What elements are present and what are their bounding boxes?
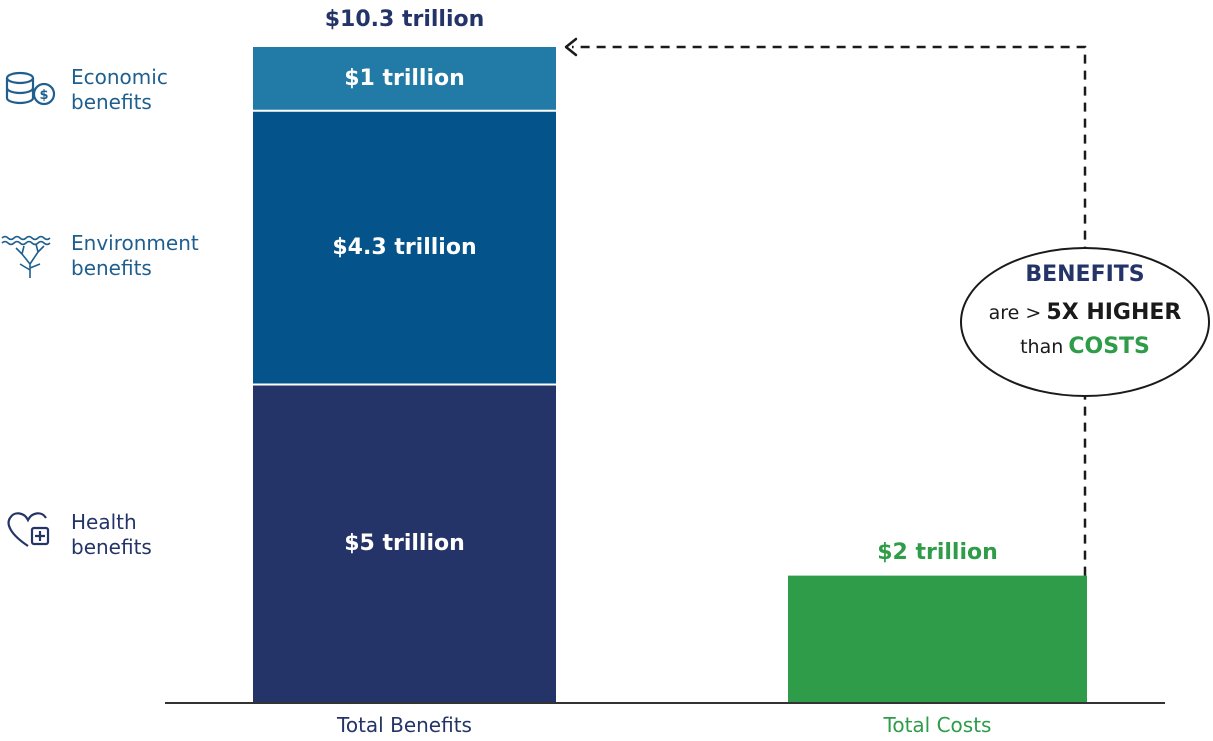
legend-health: Health benefits [71, 510, 152, 560]
bar-segment-economic-benefits [253, 47, 556, 111]
coral-icon [1, 235, 51, 278]
money-icon: $ [5, 71, 56, 106]
bar-segment-total-costs [788, 575, 1087, 703]
bar-segment-environment-benefits [253, 110, 556, 385]
bars-group [253, 47, 1087, 703]
callout-ellipse [960, 247, 1210, 397]
segment-label-environment: $4.3 trillion [332, 235, 477, 261]
legend-environment-line2: benefits [71, 256, 152, 280]
legend-economic-line1: Economic [71, 65, 168, 89]
callout-line-costs: than COSTS [955, 334, 1213, 359]
total-costs-label: $2 trillion [877, 540, 998, 566]
comparison-arrow-head [564, 37, 578, 57]
callout-line-benefits: BENEFITS [1025, 262, 1145, 287]
svg-text:$: $ [39, 88, 48, 103]
category-label-costs: Total Costs [883, 713, 992, 737]
bar-segment-health-benefits [253, 384, 556, 703]
category-label-benefits: Total Benefits [337, 713, 472, 737]
heart-plus-icon [7, 512, 50, 547]
callout-text: BENEFITS are > 5X HIGHER than COSTS [955, 262, 1213, 372]
legend-economic-line2: benefits [71, 90, 152, 114]
callout-costs-text: COSTS [1068, 334, 1150, 359]
callout-are-text: are > [988, 302, 1042, 324]
callout-5x-text: 5X HIGHER [1046, 300, 1182, 325]
callout-than-text: than [1020, 336, 1064, 358]
legend-health-line1: Health [71, 510, 137, 534]
segment-label-health: $5 trillion [344, 531, 465, 557]
callout-line-comparison: are > 5X HIGHER [955, 300, 1213, 325]
comparison-arrow-line [572, 45, 1087, 576]
segment-label-economic: $1 trillion [344, 66, 465, 92]
legend-health-line2: benefits [71, 535, 152, 559]
legend-economic: Economic benefits [71, 65, 168, 115]
legend-environment: Environment benefits [71, 231, 199, 281]
legend-environment-line1: Environment [71, 231, 199, 255]
total-benefits-label: $10.3 trillion [324, 6, 485, 32]
